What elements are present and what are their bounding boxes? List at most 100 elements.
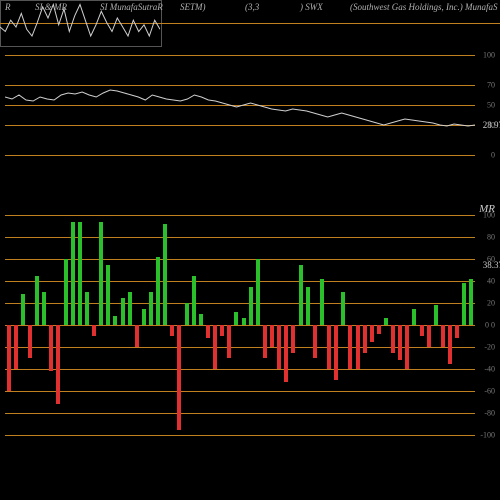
mr-bar [469, 279, 473, 325]
rsi-line [5, 55, 475, 155]
mr-bar [398, 325, 402, 360]
mr-bar [142, 309, 146, 326]
header-segment: SETM) [180, 2, 206, 12]
gridline [5, 281, 475, 282]
mr-bar [99, 222, 103, 325]
y-tick-label: -80 [484, 409, 495, 418]
mr-bar [341, 292, 345, 325]
mr-bar [405, 325, 409, 369]
mr-bar [384, 318, 388, 325]
mr-bar [170, 325, 174, 336]
mr-bar [377, 325, 381, 334]
y-tick-label: -20 [484, 343, 495, 352]
mr-bar [106, 265, 110, 326]
y-tick-label: -40 [484, 365, 495, 374]
mr-bar [42, 292, 46, 325]
gridline [5, 259, 475, 260]
mr-bar [128, 292, 132, 325]
gridline [5, 303, 475, 304]
mr-bar [348, 325, 352, 369]
mr-bar [185, 303, 189, 325]
mr-bar [71, 222, 75, 325]
y-tick-label: 0 [491, 151, 495, 160]
mr-bar-panel: MR 38.37 -100-80-60-40-200 020406080100 [5, 215, 475, 435]
y-tick-label: 100 [483, 211, 495, 220]
mini-indicator-panel: SI4N [0, 0, 162, 47]
mr-bar [113, 316, 117, 325]
y-tick-label: 100 [483, 51, 495, 60]
mr-bar [256, 259, 260, 325]
mr-bar [455, 325, 459, 338]
mr-bar [448, 325, 452, 364]
mr-bar [249, 287, 253, 326]
mr-bar [192, 276, 196, 326]
mr-bar [242, 318, 246, 325]
mr-bar [206, 325, 210, 338]
mr-bar [427, 325, 431, 347]
header-segment: ) SWX [300, 2, 323, 12]
rsi-line-panel: 28.97 0305070100 [5, 55, 475, 155]
y-tick-label: 30 [487, 121, 495, 130]
mr-bar [263, 325, 267, 358]
y-tick-label: 60 [487, 255, 495, 264]
header-segment: (3,3 [245, 2, 259, 12]
mr-bar [327, 325, 331, 369]
mr-bar [85, 292, 89, 325]
mr-bar [441, 325, 445, 347]
mr-bar [213, 325, 217, 369]
mr-bar [334, 325, 338, 380]
gridline [5, 215, 475, 216]
mr-bar [291, 325, 295, 353]
mr-bar [56, 325, 60, 404]
mr-bar [35, 276, 39, 326]
y-tick-label: 0 0 [485, 321, 495, 330]
gridline [5, 435, 475, 436]
y-tick-label: 50 [487, 101, 495, 110]
gridline [5, 391, 475, 392]
mr-bar [227, 325, 231, 358]
mr-bar [306, 287, 310, 326]
header-segment: (Southwest Gas Holdings, Inc.) MunafaS [350, 2, 498, 12]
mr-bar [434, 305, 438, 325]
mr-bar [177, 325, 181, 430]
mr-bar [135, 325, 139, 347]
mr-bar [391, 325, 395, 353]
gridline [5, 155, 475, 156]
gridline [5, 237, 475, 238]
mr-bar [14, 325, 18, 369]
mr-bar [412, 309, 416, 326]
y-tick-label: 40 [487, 277, 495, 286]
y-tick-label: 70 [487, 81, 495, 90]
mr-bar [284, 325, 288, 382]
mr-bar [234, 312, 238, 325]
y-tick-label: 20 [487, 299, 495, 308]
mr-bar [356, 325, 360, 369]
gridline [5, 369, 475, 370]
mr-bar [462, 283, 466, 325]
mr-bar [313, 325, 317, 358]
mr-bar [370, 325, 374, 342]
mr-bar [28, 325, 32, 358]
gridline [5, 413, 475, 414]
mr-bar [121, 298, 125, 326]
mr-bar [21, 294, 25, 325]
mr-bar [270, 325, 274, 347]
y-tick-label: 80 [487, 233, 495, 242]
mr-bar [7, 325, 11, 391]
mr-bar [64, 259, 68, 325]
mr-bar [299, 265, 303, 326]
mr-bar [156, 257, 160, 325]
mr-bar [163, 224, 167, 325]
mr-bar [277, 325, 281, 369]
y-tick-label: -60 [484, 387, 495, 396]
mr-bar [363, 325, 367, 353]
mr-bar [320, 279, 324, 325]
mr-bar [92, 325, 96, 336]
stock-indicator-chart: RSI & MRSI MunafaSutraRSETM)(3,3) SWX(So… [0, 0, 500, 500]
mr-bar [420, 325, 424, 336]
mr-bar [220, 325, 224, 336]
mr-bar [78, 222, 82, 325]
mr-bar [149, 292, 153, 325]
mini-line [0, 0, 160, 45]
mr-bar [49, 325, 53, 371]
